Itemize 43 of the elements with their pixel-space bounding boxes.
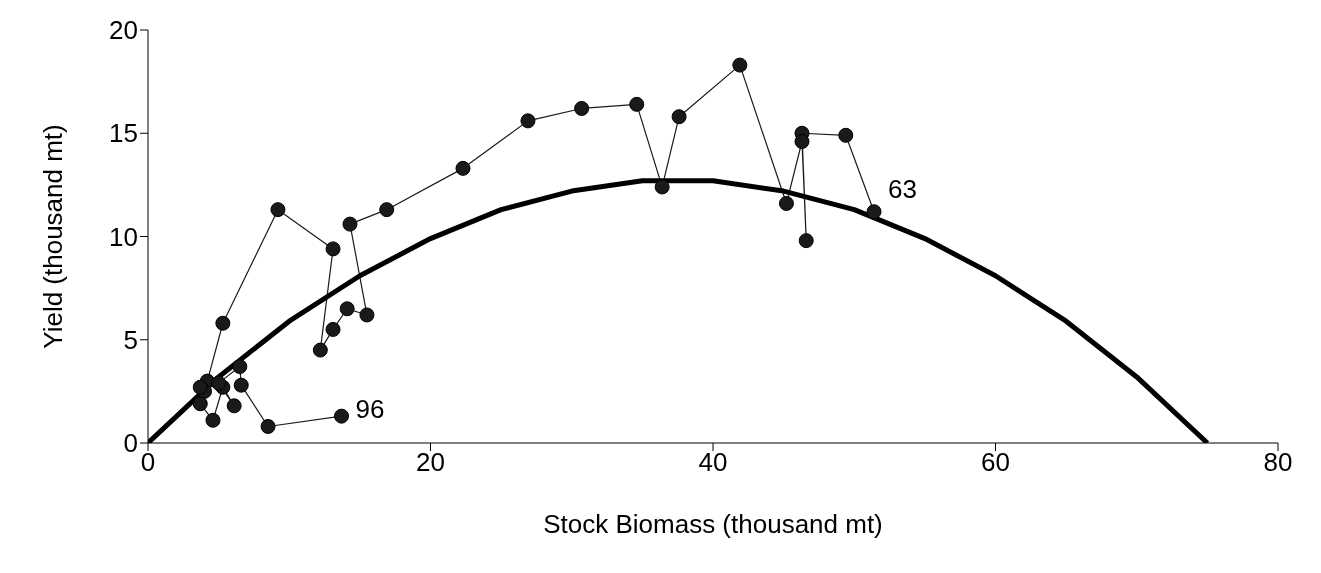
point <box>342 216 358 232</box>
x-tick-label: 20 <box>416 447 445 478</box>
point <box>215 315 231 331</box>
point <box>192 379 208 395</box>
point <box>325 241 341 257</box>
point <box>798 233 814 249</box>
y-tick-label: 5 <box>123 324 138 355</box>
point <box>226 398 242 414</box>
annotation: 63 <box>888 173 917 204</box>
point <box>192 396 208 412</box>
point <box>866 204 882 220</box>
point <box>520 113 536 129</box>
y-tick-label: 0 <box>123 428 138 459</box>
point <box>629 96 645 112</box>
point <box>325 321 341 337</box>
point <box>838 127 854 143</box>
point <box>455 160 471 176</box>
point <box>778 195 794 211</box>
point <box>312 342 328 358</box>
y-tick-label: 20 <box>109 15 138 46</box>
point <box>233 377 249 393</box>
point <box>732 57 748 73</box>
y-tick-label: 15 <box>109 118 138 149</box>
point <box>270 202 286 218</box>
x-tick-label: 60 <box>981 447 1010 478</box>
y-tick-label: 10 <box>109 221 138 252</box>
point <box>232 359 248 375</box>
point <box>205 412 221 428</box>
x-axis-title: Stock Biomass (thousand mt) <box>543 509 883 539</box>
point <box>260 418 276 434</box>
point <box>211 375 227 391</box>
y-axis-title: Yield (thousand mt) <box>38 124 69 349</box>
point <box>334 408 350 424</box>
x-tick-label: 40 <box>698 447 728 478</box>
annotation: 96 <box>355 394 385 425</box>
point <box>379 202 395 218</box>
point <box>339 301 355 317</box>
point <box>359 307 375 323</box>
x-tick-label: 80 <box>1263 447 1293 478</box>
point <box>574 100 590 116</box>
point <box>654 179 670 195</box>
point <box>671 109 687 125</box>
point <box>794 134 810 150</box>
